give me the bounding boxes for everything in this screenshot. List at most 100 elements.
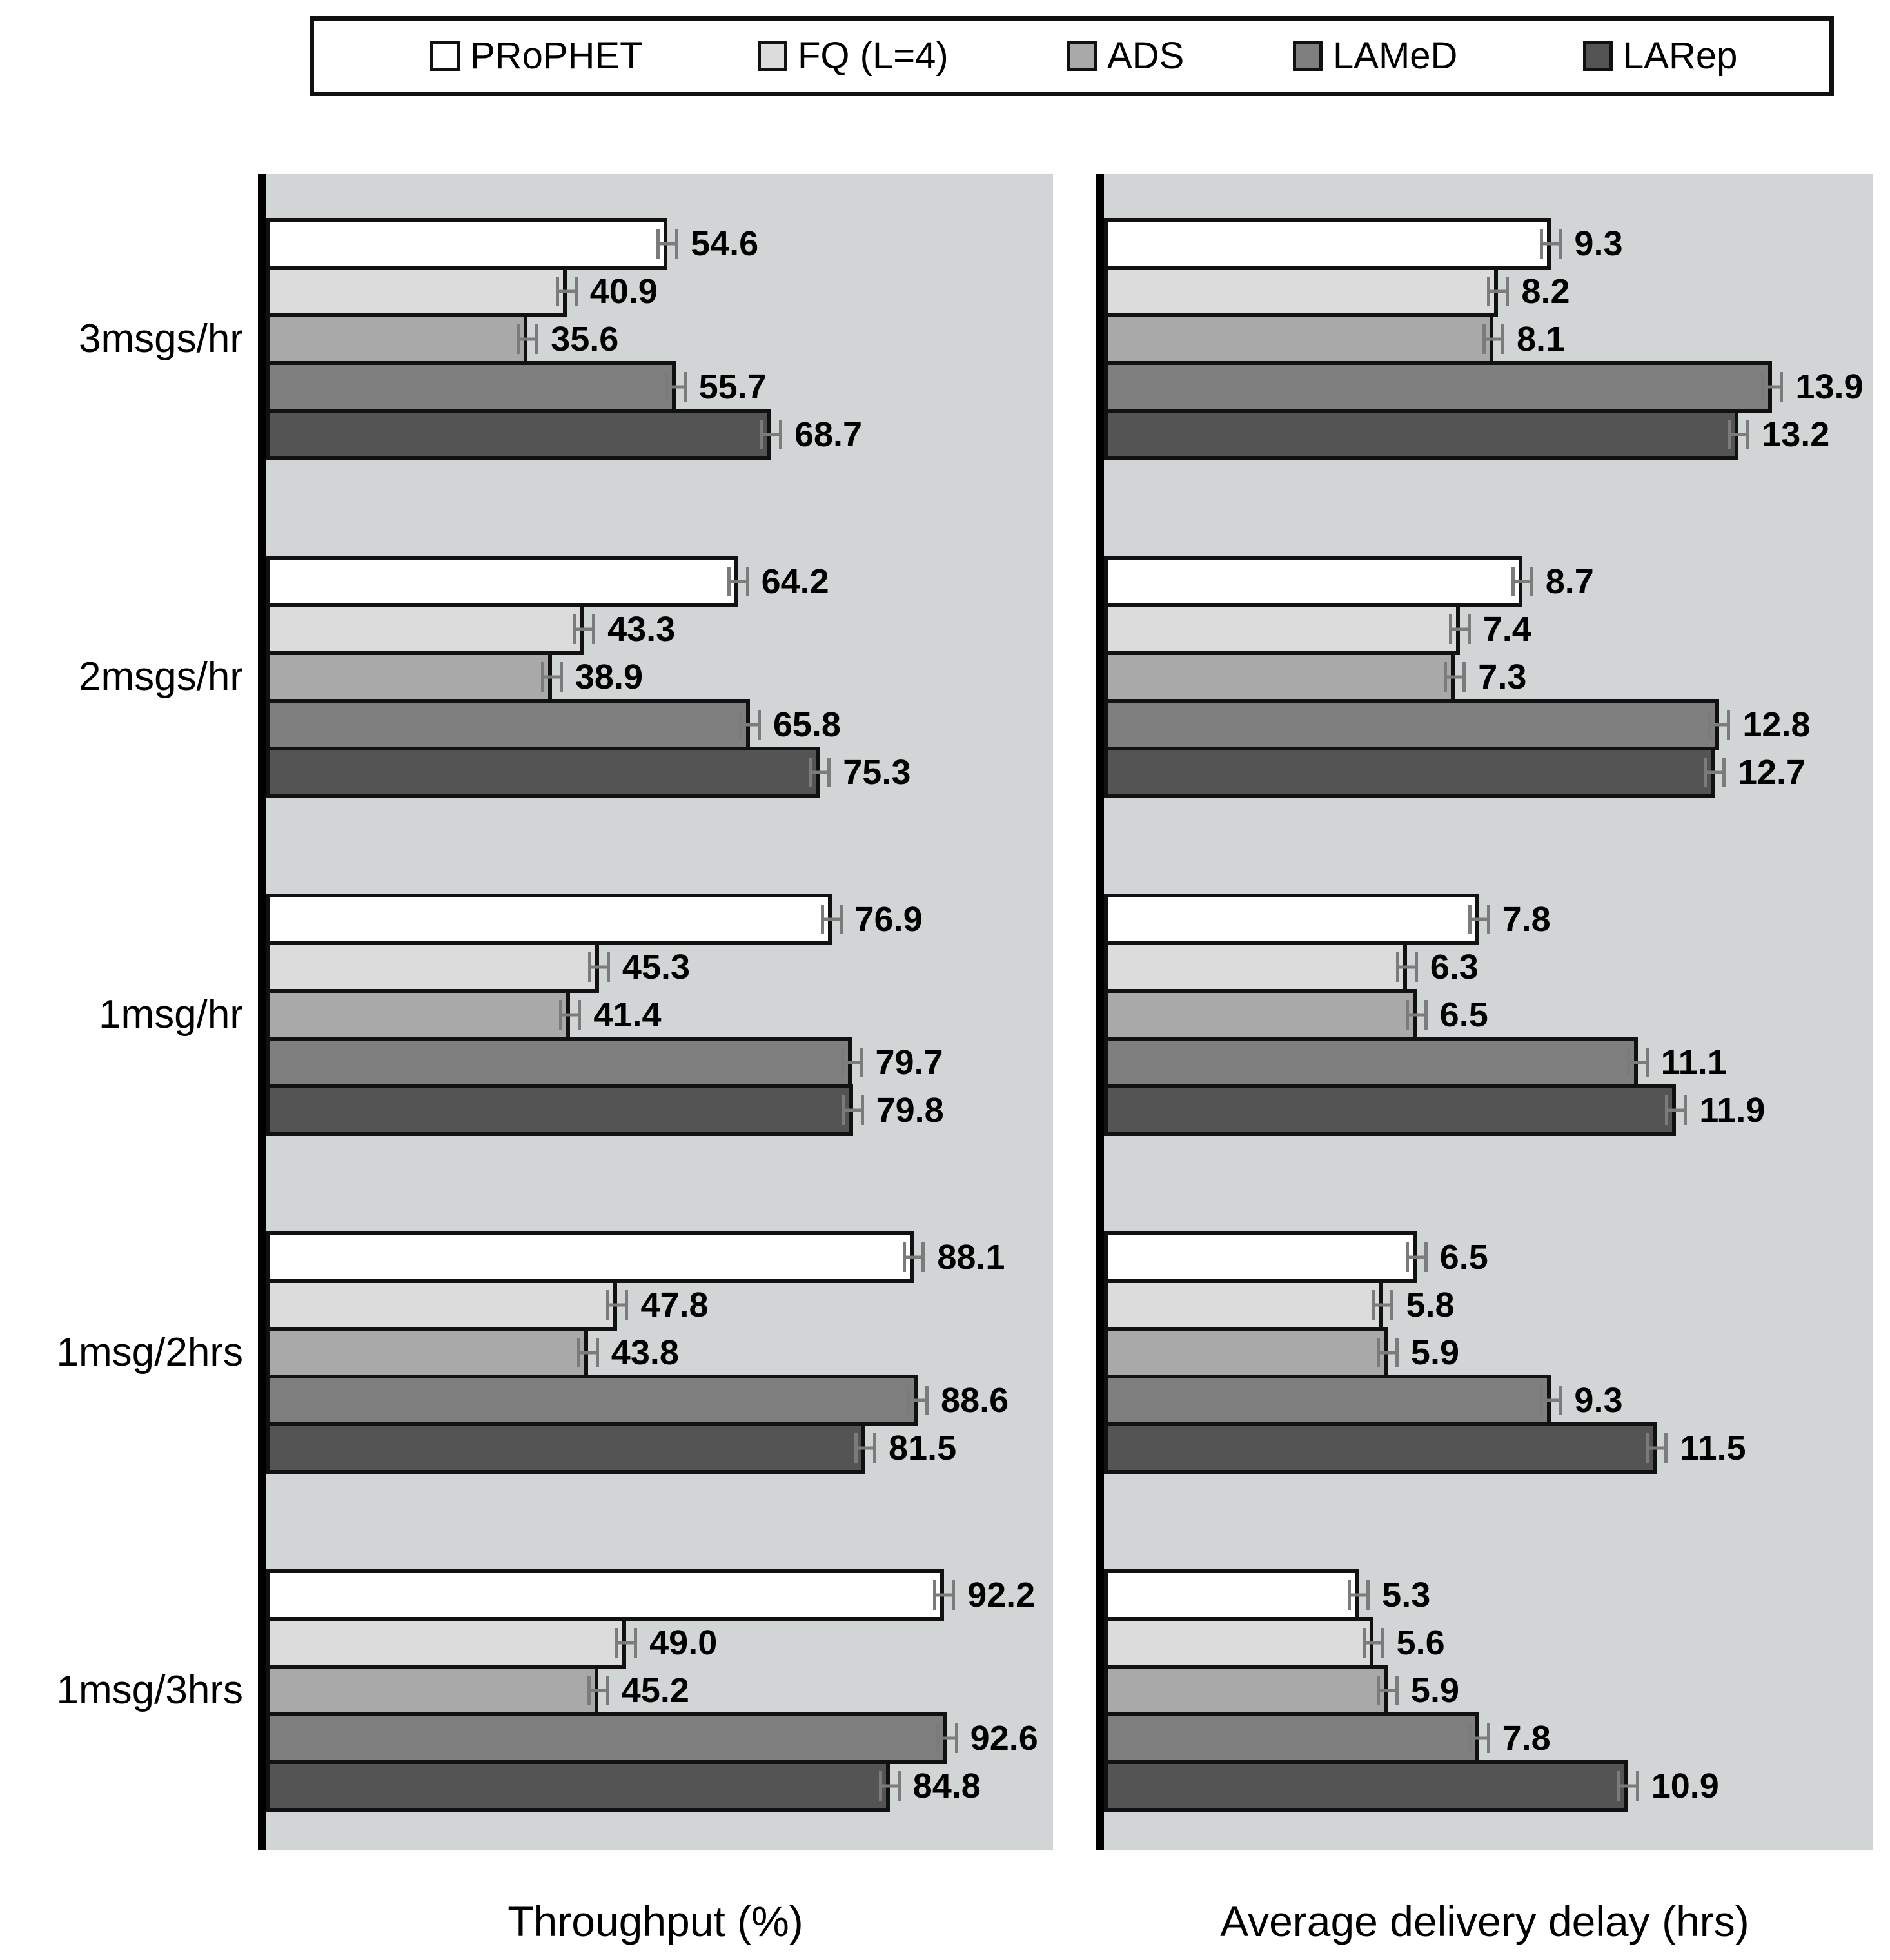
bar — [266, 409, 771, 460]
error-bar — [1448, 614, 1471, 644]
bar-row: 11.9 — [1104, 1084, 1873, 1136]
error-bar — [1395, 952, 1418, 982]
error-bar — [809, 758, 831, 787]
bar-group: 54.6 40.9 35.6 55.7 68.7 — [266, 218, 1053, 460]
category-label: 1msg/3hrs — [56, 1668, 243, 1712]
value-label: 11.9 — [1699, 1091, 1766, 1130]
error-bar — [555, 277, 578, 306]
bar-row: 76.9 — [266, 894, 1053, 945]
bar — [266, 1760, 890, 1812]
bar — [1104, 603, 1460, 655]
bar-row: 45.3 — [266, 941, 1053, 993]
value-label: 6.5 — [1439, 1238, 1488, 1277]
bar — [266, 747, 820, 798]
bar — [1104, 1569, 1359, 1621]
bar — [1104, 989, 1417, 1041]
xaxis-title-throughput: Throughput (%) — [507, 1897, 803, 1945]
category-axis: 3msgs/hr 2msgs/hr 1msg/hr 1msg/2hrs 1msg/3hr… — [0, 0, 248, 1960]
bar-group: 5.3 5.6 5.9 7.8 10.9 — [1104, 1569, 1873, 1812]
value-label: 88.1 — [937, 1238, 1005, 1277]
bar — [266, 1279, 618, 1331]
legend-swatch-fq — [758, 41, 787, 71]
error-bar — [540, 662, 563, 692]
bar-row: 8.2 — [1104, 266, 1873, 317]
bar-row: 7.8 — [1104, 894, 1873, 945]
bar — [1104, 894, 1479, 945]
bar — [266, 361, 676, 413]
bar-row: 7.3 — [1104, 651, 1873, 703]
legend-swatch-larep — [1583, 41, 1613, 71]
bar-row: 7.8 — [1104, 1712, 1873, 1764]
value-label: 43.3 — [607, 610, 676, 649]
value-label: 7.4 — [1482, 610, 1531, 649]
error-bar — [1376, 1676, 1399, 1705]
bar-row: 5.3 — [1104, 1569, 1873, 1621]
bar-row: 55.7 — [266, 361, 1053, 413]
bar-row: 43.8 — [266, 1327, 1053, 1378]
error-bar — [664, 372, 687, 402]
bar — [266, 266, 567, 317]
value-label: 8.1 — [1516, 320, 1566, 358]
bar — [1104, 266, 1499, 317]
bar — [1104, 1084, 1677, 1136]
bar — [1104, 1231, 1417, 1283]
bar — [266, 894, 832, 945]
bar-row: 84.8 — [266, 1760, 1053, 1812]
error-bar — [820, 905, 843, 934]
category-label: 1msg/2hrs — [56, 1330, 243, 1375]
value-label: 7.8 — [1502, 1719, 1551, 1758]
legend: PRoPHET FQ (L=4) ADS LAMeD LARep — [310, 16, 1834, 96]
value-label: 43.8 — [611, 1333, 679, 1372]
bar — [1104, 1665, 1388, 1716]
bar — [1104, 1037, 1638, 1088]
value-label: 8.7 — [1545, 562, 1594, 601]
value-label: 35.6 — [551, 320, 619, 358]
error-bar — [615, 1628, 638, 1658]
bar — [1104, 1279, 1383, 1331]
bar — [266, 1327, 588, 1378]
value-label: 7.3 — [1478, 658, 1527, 696]
bar-row: 6.5 — [1104, 989, 1873, 1041]
value-label: 49.0 — [649, 1623, 718, 1662]
bar — [1104, 361, 1773, 413]
bar — [1104, 1760, 1628, 1812]
legend-swatch-ads — [1067, 41, 1097, 71]
value-label: 8.2 — [1521, 272, 1570, 311]
bar-group: 6.5 5.8 5.9 9.3 11.5 — [1104, 1231, 1873, 1474]
value-label: 5.9 — [1410, 1671, 1459, 1710]
legend-label: LAMeD — [1333, 35, 1458, 77]
category-label: 1msg/hr — [99, 992, 243, 1037]
bar-row: 7.4 — [1104, 603, 1873, 655]
legend-label: PRoPHET — [470, 35, 643, 77]
bar — [266, 651, 552, 703]
error-bar — [559, 1000, 582, 1030]
bar-row: 6.5 — [1104, 1231, 1873, 1283]
error-bar — [1626, 1048, 1649, 1077]
bar-row: 54.6 — [266, 218, 1053, 270]
error-bar — [517, 324, 539, 354]
value-label: 79.8 — [876, 1091, 944, 1130]
bar — [1104, 699, 1720, 750]
legend-item-larep: LARep — [1583, 21, 1737, 92]
bar — [266, 989, 571, 1041]
error-bar — [1482, 324, 1504, 354]
error-bar — [1665, 1095, 1688, 1125]
legend-label: ADS — [1107, 35, 1185, 77]
error-bar — [1540, 1386, 1562, 1415]
bar-row: 79.7 — [266, 1037, 1053, 1088]
value-label: 41.4 — [593, 995, 662, 1034]
bar-row: 11.5 — [1104, 1422, 1873, 1474]
bar-row: 5.8 — [1104, 1279, 1873, 1331]
bar-row: 11.1 — [1104, 1037, 1873, 1088]
bar-row: 8.7 — [1104, 556, 1873, 607]
bar-row: 92.6 — [266, 1712, 1053, 1764]
value-label: 76.9 — [854, 900, 923, 939]
bar — [266, 218, 668, 270]
error-bar — [573, 614, 596, 644]
value-label: 45.2 — [621, 1671, 689, 1710]
error-bar — [1540, 229, 1562, 259]
error-bar — [1511, 567, 1533, 596]
bar — [266, 699, 750, 750]
bar-group: 7.8 6.3 6.5 11.1 11.9 — [1104, 894, 1873, 1136]
